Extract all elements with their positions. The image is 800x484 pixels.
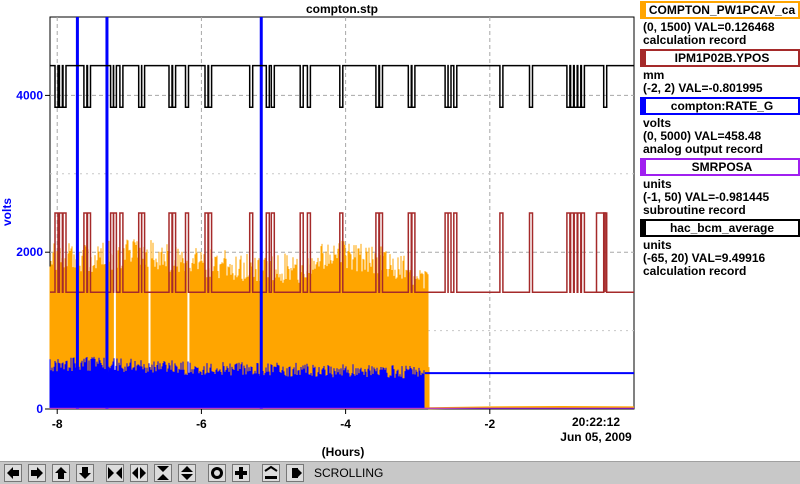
legend-detail: (-1, 50) VAL=-0.981445 — [643, 190, 770, 204]
legend-detail: (0, 5000) VAL=458.48 — [643, 129, 762, 143]
strip-chart[interactable]: compton.stp volts (Hours) 20:22:12 Jun 0… — [0, 0, 636, 460]
zoom-in-x-button[interactable] — [106, 464, 124, 482]
config-icon — [264, 465, 278, 479]
legend-panel: COMPTON_PW1PCAV_ca (0, 1500) VAL=0.126468… — [636, 0, 800, 277]
x-tick-label: -6 — [196, 417, 207, 431]
pan-left-button[interactable] — [4, 464, 22, 482]
arrow-right-icon — [31, 467, 43, 479]
zoom-in-y-icon — [157, 466, 169, 480]
zoom-out-y-button[interactable] — [178, 464, 196, 482]
legend-detail: (0, 1500) VAL=0.126468 — [643, 20, 775, 34]
pan-right-button[interactable] — [28, 464, 46, 482]
blue-fill — [49, 356, 425, 409]
legend-detail: mm — [643, 68, 665, 82]
config-button[interactable] — [262, 464, 280, 482]
chart-title: compton.stp — [306, 2, 378, 16]
zoom-out-x-icon — [132, 467, 146, 479]
x-tick-label: -2 — [484, 417, 495, 431]
x-axis-label: (Hours) — [322, 445, 365, 459]
legend-detail: calculation record — [643, 33, 747, 47]
zoom-in-x-icon — [108, 467, 122, 479]
series-compton:RATE_G — [49, 17, 634, 409]
end-time-label: 20:22:12 — [572, 415, 620, 429]
legend-detail: analog output record — [643, 142, 763, 156]
zoom-in-y-button[interactable] — [154, 464, 172, 482]
legend-detail: (-65, 20) VAL=9.49916 — [643, 251, 766, 265]
legend-detail: subroutine record — [643, 203, 746, 217]
plus-icon — [235, 467, 247, 479]
pan-up-button[interactable] — [52, 464, 70, 482]
y-tick-label: 2000 — [16, 245, 43, 259]
legend-item-4[interactable]: hac_bcm_average — [640, 219, 800, 237]
end-date-label: Jun 05, 2009 — [560, 430, 632, 444]
toolbar: SCROLLING — [0, 461, 800, 484]
legend-detail: units — [643, 177, 672, 191]
status-label: SCROLLING — [314, 466, 384, 480]
series-hac_bcm_average — [50, 64, 634, 108]
legend-item-1[interactable]: IPM1P02B.YPOS — [640, 49, 800, 67]
y-axis-label: volts — [0, 198, 14, 226]
legend-detail: volts — [643, 116, 672, 130]
arrow-left-icon — [7, 467, 19, 479]
zoom-out-y-icon — [181, 466, 193, 480]
y-tick-label: 0 — [36, 402, 43, 416]
arrow-up-icon — [55, 467, 67, 479]
legend-detail: (-2, 2) VAL=-0.801995 — [643, 81, 763, 95]
record-icon — [211, 467, 223, 479]
pan-down-button[interactable] — [76, 464, 94, 482]
stop-button[interactable] — [286, 464, 304, 482]
legend-detail: calculation record — [643, 264, 747, 278]
stop-icon — [292, 468, 302, 478]
brown-plateau — [595, 212, 606, 293]
series-IPM1P02B.YPOS — [50, 212, 634, 293]
black-line — [50, 64, 634, 108]
legend-item-3[interactable]: SMRPOSA — [640, 158, 800, 176]
y-tick-label: 4000 — [16, 88, 43, 102]
legend-item-2[interactable]: compton:RATE_G — [640, 97, 800, 115]
x-tick-label: -8 — [52, 417, 63, 431]
brown-line — [50, 212, 634, 293]
x-tick-label: -4 — [340, 417, 351, 431]
legend-item-0[interactable]: COMPTON_PW1PCAV_ca — [640, 1, 800, 19]
zoom-default-button[interactable] — [232, 464, 250, 482]
arrow-down-icon — [79, 467, 91, 479]
legend-detail: units — [643, 238, 672, 252]
zoom-out-x-button[interactable] — [130, 464, 148, 482]
auto-scale-button[interactable] — [208, 464, 226, 482]
